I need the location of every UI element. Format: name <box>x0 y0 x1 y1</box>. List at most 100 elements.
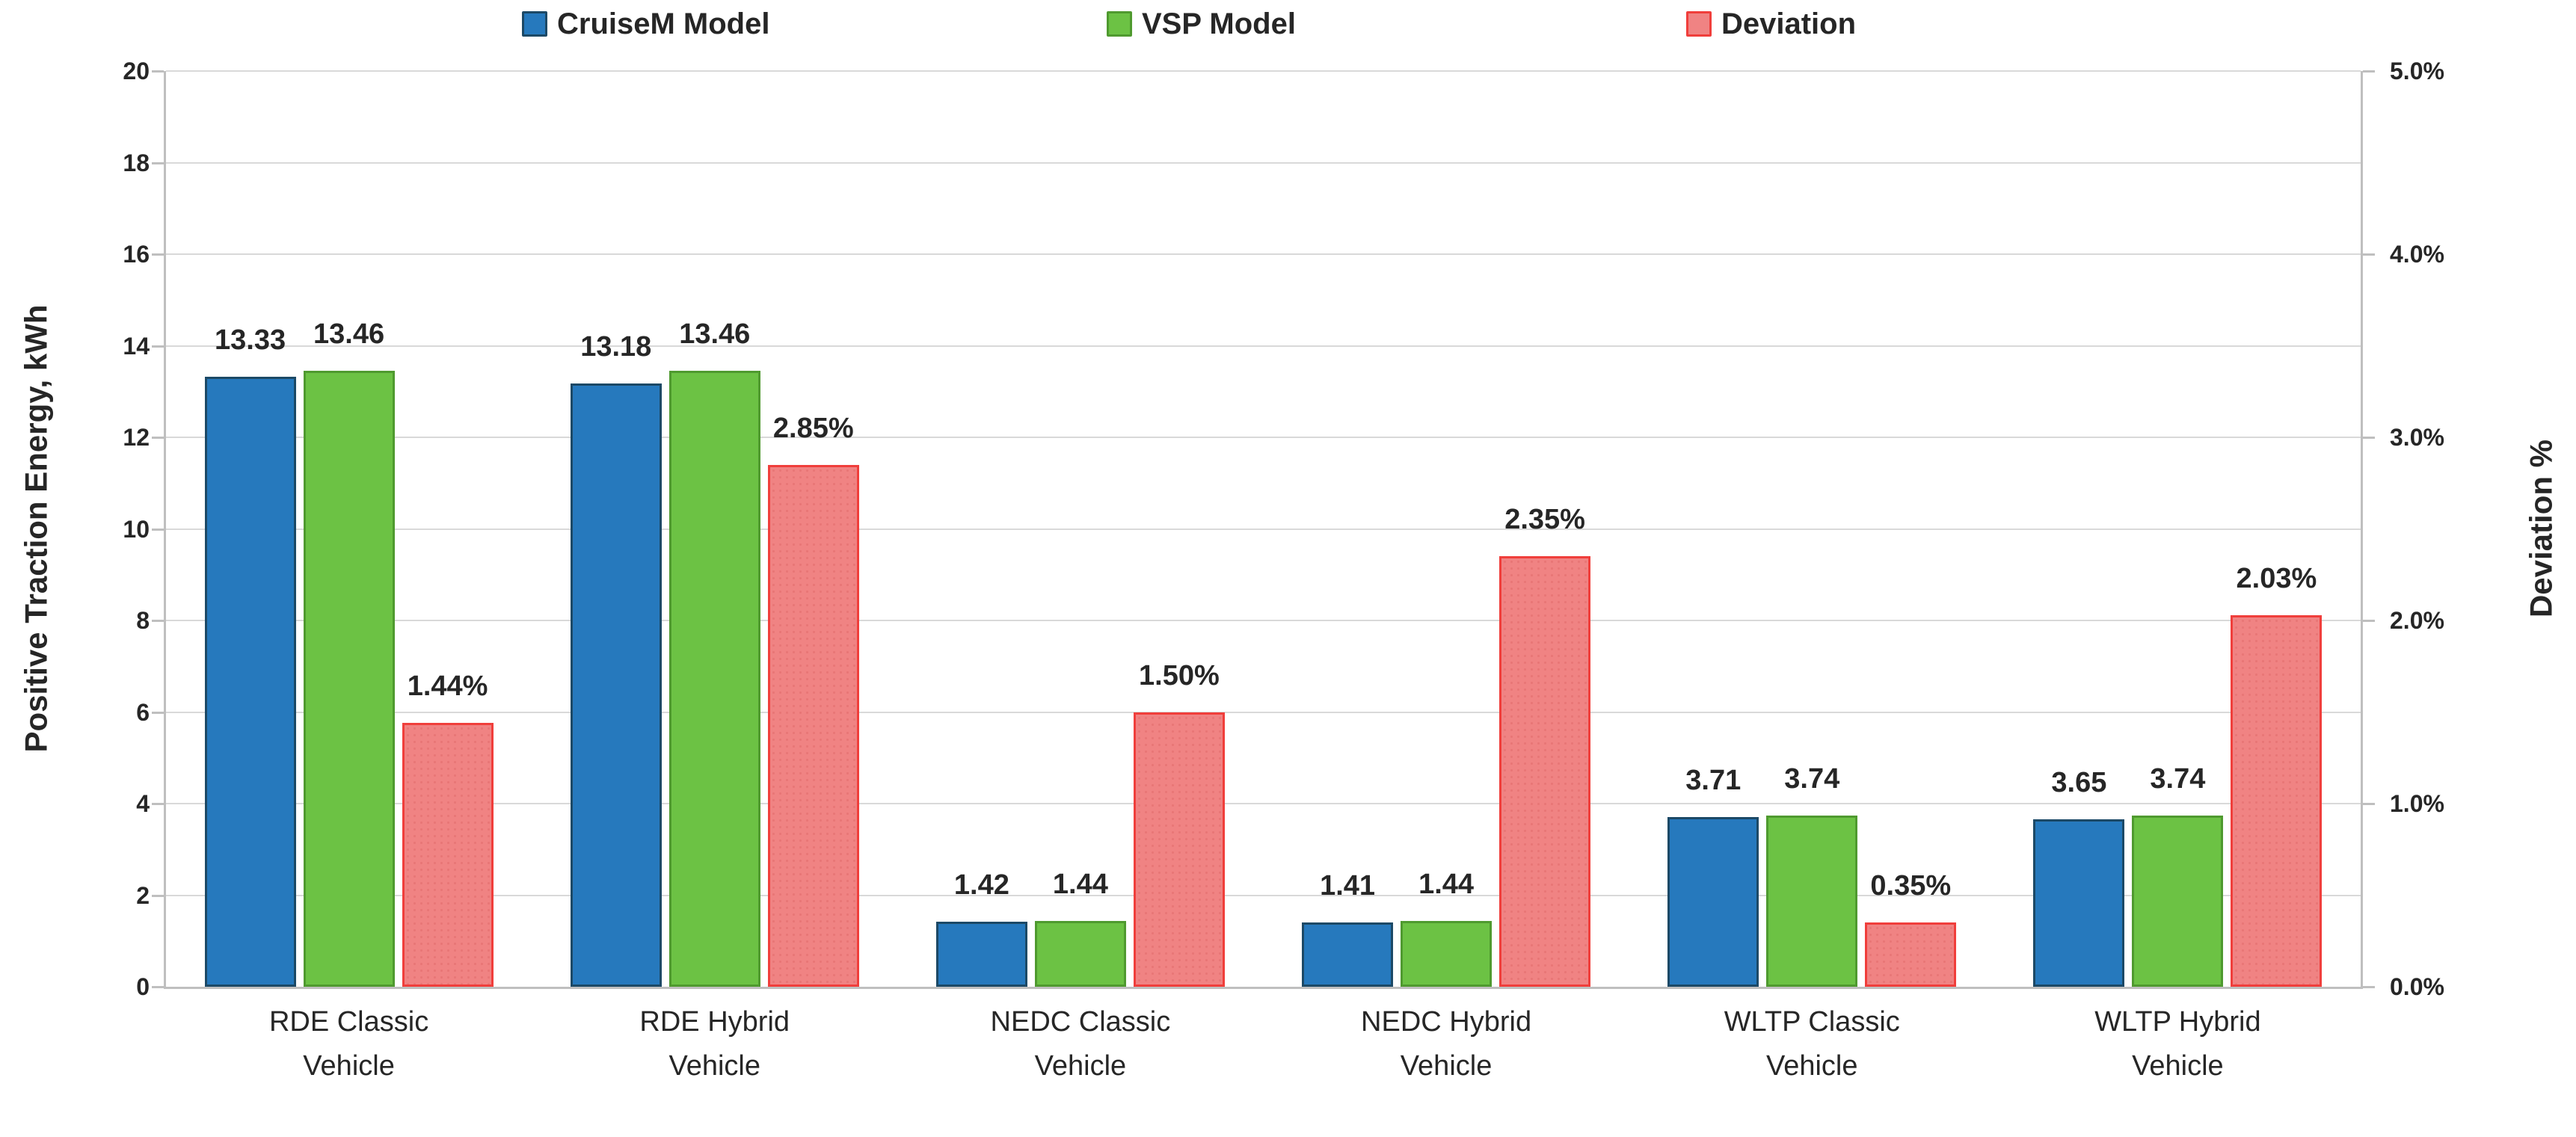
tick-mark <box>2363 70 2375 73</box>
chart-legend: CruiseM Model VSP Model Deviation <box>0 6 2576 51</box>
legend-item-deviation: Deviation <box>1686 6 1856 42</box>
bar-value-label: 13.46 <box>679 318 751 350</box>
legend-item-vsp-model: VSP Model <box>1107 6 1296 42</box>
gridline <box>166 620 2361 621</box>
bar-value-label: 13.33 <box>215 324 286 356</box>
gridline <box>166 70 2361 72</box>
tick-mark <box>2363 803 2375 805</box>
right-axis-title: Deviation % <box>2523 439 2559 618</box>
bar-deviation-rde-hybrid: 2.85% <box>767 413 859 987</box>
category-label-wltp-hybrid: WLTP Hybrid Vehicle <box>2094 1006 2261 1082</box>
tick-mark <box>152 528 164 531</box>
tick-mark <box>152 253 164 256</box>
bar-vsp-model-nedc-classic: 1.44 <box>1034 869 1126 987</box>
bar-cruisem-model-nedc-classic: 1.42 <box>935 869 1027 987</box>
bar-value-label: 1.44 <box>1052 868 1108 900</box>
bar-vsp-model-rde-classic: 13.46 <box>303 318 395 987</box>
category-label-nedc-classic: NEDC Classic Vehicle <box>990 1006 1171 1082</box>
gridline <box>166 253 2361 255</box>
bar-cruisem-model-rde-classic: 13.33 <box>204 324 296 987</box>
gridline <box>166 894 2361 896</box>
bar-deviation-nedc-hybrid: 2.35% <box>1499 504 1591 987</box>
bar-value-label: 1.50% <box>1139 659 1220 691</box>
gridline <box>166 437 2361 438</box>
bar-value-label: 13.18 <box>580 330 652 363</box>
tick-mark <box>152 161 164 164</box>
y-tick-label-left: 0 <box>136 973 150 1000</box>
legend-swatch-icon <box>522 11 547 37</box>
axis-line <box>164 71 166 989</box>
bar-deviation-rde-classic: 1.44% <box>402 671 494 987</box>
tick-mark <box>2363 986 2375 988</box>
bar-value-label: 0.35% <box>1870 870 1952 902</box>
y-tick-label-left: 10 <box>123 515 150 543</box>
gridline <box>166 161 2361 164</box>
bar-cruisem-model-nedc-hybrid: 1.41 <box>1302 870 1394 987</box>
axis-line <box>2361 71 2363 989</box>
tick-mark <box>152 986 164 988</box>
y-tick-label-left: 20 <box>123 58 150 84</box>
y-tick-label-right: 5.0% <box>2390 58 2444 84</box>
y-tick-label-left: 8 <box>136 607 150 634</box>
category-label-wltp-classic: WLTP Classic Vehicle <box>1724 1006 1900 1082</box>
bar-value-label: 13.46 <box>313 318 385 350</box>
gridline <box>166 528 2361 530</box>
category-label-rde-classic: RDE Classic Vehicle <box>268 1006 429 1082</box>
bar-cruisem-model-wltp-hybrid: 3.65 <box>2033 767 2125 987</box>
tick-mark <box>152 70 164 73</box>
category-label-rde-hybrid: RDE Hybrid Vehicle <box>639 1006 790 1082</box>
tick-mark <box>2363 620 2375 622</box>
bar-vsp-model-wltp-hybrid: 3.74 <box>2132 763 2224 987</box>
bar-value-label: 1.41 <box>1320 869 1376 902</box>
legend-swatch-icon <box>1686 11 1712 37</box>
axis-line <box>164 987 2363 989</box>
bar-vsp-model-rde-hybrid: 13.46 <box>668 318 760 987</box>
bar-value-label: 3.74 <box>2150 762 2206 795</box>
y-tick-label-right: 4.0% <box>2390 241 2444 268</box>
bar-vsp-model-nedc-hybrid: 1.44 <box>1401 869 1493 987</box>
tick-mark <box>152 345 164 348</box>
bar-value-label: 2.85% <box>772 412 854 444</box>
legend-label: CruiseM Model <box>557 7 770 40</box>
plot-area: 13.33 13.46 1.44% 13.18 13.46 2.85% 1.42 1.44 1.… <box>166 70 2361 987</box>
bar-deviation-wltp-classic: 0.35% <box>1865 870 1957 987</box>
y-tick-label-left: 12 <box>123 424 150 451</box>
gridline <box>166 711 2361 713</box>
bar-value-label: 3.71 <box>1685 764 1742 796</box>
tick-mark <box>152 437 164 439</box>
gridline <box>166 345 2361 347</box>
y-tick-label-left: 4 <box>136 790 150 817</box>
y-tick-label-left: 16 <box>123 241 150 268</box>
bar-value-label: 1.44 <box>1418 868 1475 900</box>
bar-deviation-nedc-classic: 1.50% <box>1133 660 1225 987</box>
bar-value-label: 3.74 <box>1784 762 1840 795</box>
bar-value-label: 1.44% <box>407 671 488 703</box>
tick-mark <box>2363 437 2375 439</box>
legend-item-cruisem-model: CruiseM Model <box>522 6 769 42</box>
y-tick-label-right: 1.0% <box>2390 790 2444 817</box>
bar-value-label: 3.65 <box>2051 767 2107 799</box>
y-tick-label-left: 18 <box>123 149 150 176</box>
bar-vsp-model-wltp-classic: 3.74 <box>1766 763 1858 987</box>
category-label-nedc-hybrid: NEDC Hybrid Vehicle <box>1361 1006 1532 1082</box>
legend-label: Deviation <box>1721 7 1857 40</box>
legend-swatch-icon <box>1107 11 1132 37</box>
y-tick-label-right: 2.0% <box>2390 607 2444 634</box>
legend-label: VSP Model <box>1142 7 1296 40</box>
tick-mark <box>152 711 164 714</box>
bar-deviation-wltp-hybrid: 2.03% <box>2231 563 2323 987</box>
y-tick-label-left: 6 <box>136 698 150 726</box>
y-tick-label-right: 0.0% <box>2390 973 2444 1000</box>
y-tick-label-right: 3.0% <box>2390 424 2444 451</box>
tick-mark <box>152 803 164 805</box>
tick-mark <box>152 894 164 897</box>
tick-mark <box>152 620 164 622</box>
bar-value-label: 2.03% <box>2236 562 2317 594</box>
bar-value-label: 1.42 <box>953 869 1009 902</box>
bar-value-label: 2.35% <box>1504 504 1585 536</box>
bar-cruisem-model-rde-hybrid: 13.18 <box>570 331 662 987</box>
bar-cruisem-model-wltp-classic: 3.71 <box>1667 765 1759 987</box>
y-tick-label-left: 2 <box>136 881 150 909</box>
tick-mark <box>2363 253 2375 256</box>
